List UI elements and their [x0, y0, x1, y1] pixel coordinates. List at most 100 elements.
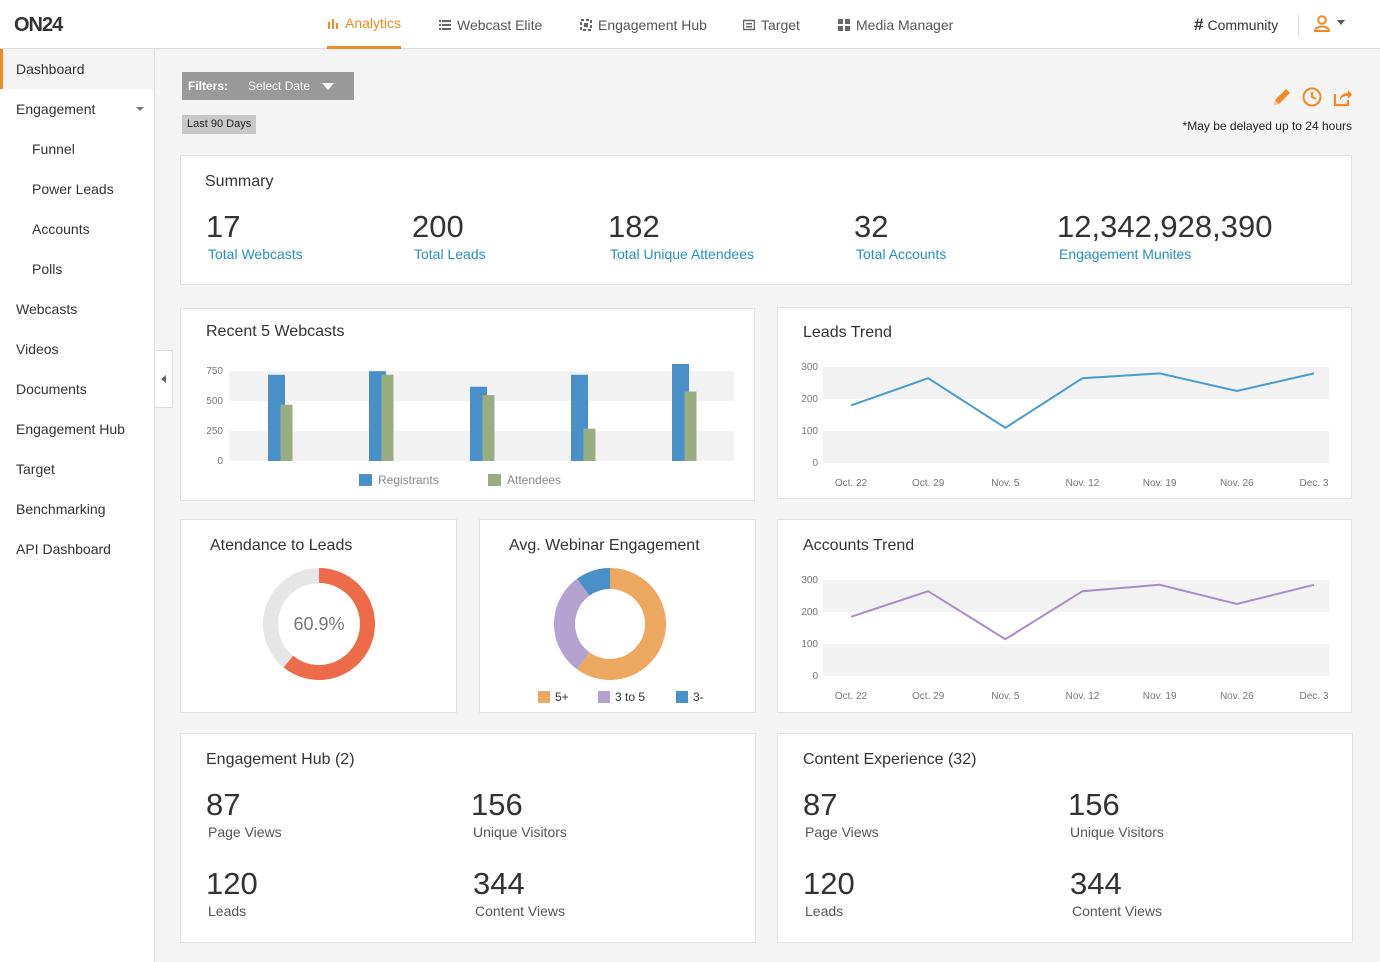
content-experience-title: Content Experience (32)	[803, 751, 977, 768]
engagement-hub-title: Engagement Hub (2)	[206, 751, 355, 768]
x-tick-label: Oct. 29	[912, 691, 945, 702]
sidebar-item-webcasts[interactable]: Webcasts	[16, 301, 78, 317]
y-tick-label: 100	[801, 639, 818, 650]
chevron-down-icon	[136, 107, 144, 111]
sidebar-item-polls[interactable]: Polls	[32, 261, 63, 277]
delay-note: *May be delayed up to 24 hours	[1182, 119, 1352, 133]
nav-tab-target[interactable]: Target	[743, 0, 800, 49]
donut-slice	[554, 578, 590, 670]
grid-band	[823, 644, 1329, 676]
engagement-donut-chart: 5+ 3 to 5 3-	[538, 568, 704, 704]
stat-label-link[interactable]: Total Leads	[414, 246, 486, 262]
active-date-range-chip[interactable]: Last 90 Days	[182, 115, 257, 134]
nav-tab-media-manager[interactable]: Media Manager	[838, 0, 953, 49]
community-link[interactable]: # Community	[1194, 0, 1278, 49]
bar-attendees	[684, 391, 697, 461]
legend-swatch	[488, 474, 501, 486]
x-tick-label: Nov. 12	[1066, 478, 1100, 489]
date-filter-dropdown[interactable]: Filters: Select Date	[182, 72, 354, 100]
stat-label-link[interactable]: Total Accounts	[856, 246, 947, 262]
recent-webcasts-card: Recent 5 Webcasts 0 250 500 750 Registrants A…	[180, 308, 755, 501]
stat-value: 12,342,928,390	[1057, 209, 1273, 244]
edit-icon[interactable]	[1271, 86, 1293, 108]
cx-stat-unique-visitors: 156 Unique Visitors	[1068, 788, 1164, 841]
top-navbar: ON24 Analytics Webcast Elite Engagement …	[0, 0, 1380, 49]
legend-swatch	[538, 691, 550, 703]
avg-webinar-engagement-card: Avg. Webinar Engagement 5+ 3 to 5 3-	[479, 519, 756, 713]
nav-label: Engagement Hub	[598, 16, 707, 33]
nav-tab-webcast-elite[interactable]: Webcast Elite	[439, 0, 542, 49]
sidebar-item-engagement-hub[interactable]: Engagement Hub	[16, 421, 125, 437]
attendance-donut-chart: 60.9%	[263, 568, 375, 680]
chevron-left-icon	[160, 375, 166, 383]
grid-band	[823, 431, 1329, 463]
nav-label: Target	[761, 16, 800, 33]
stat-total-webcasts: 17 Total Webcasts	[206, 210, 303, 263]
stat-value: 32	[854, 209, 889, 244]
accounts-trend-card: Accounts Trend 0 100 200 300 Oct. 22 Oct. 29 N…	[777, 519, 1352, 713]
x-tick-label: Oct. 22	[835, 478, 868, 489]
trend-line	[850, 583, 1315, 641]
stat-value: 182	[608, 209, 660, 244]
y-tick-label: 750	[206, 366, 223, 377]
user-menu[interactable]	[1313, 14, 1345, 32]
sidebar-item-api-dashboard[interactable]: API Dashboard	[16, 541, 111, 557]
cx-stat-content-views: 344 Content Views	[1070, 867, 1163, 920]
legend-label: Registrants	[378, 473, 439, 487]
donut-slice	[577, 568, 610, 596]
stat-value: 120	[803, 866, 855, 901]
x-tick-label: Dec. 3	[1300, 478, 1329, 489]
hub-icon	[580, 18, 592, 31]
stat-label-link[interactable]: Engagement Munites	[1059, 246, 1192, 262]
sidebar-item-documents[interactable]: Documents	[16, 381, 87, 397]
clock-icon[interactable]	[1301, 86, 1323, 108]
stat-label-link[interactable]: Total Webcasts	[208, 246, 303, 262]
leads-trend-card: Leads Trend 0 100 200 300 Oct. 22 Oct. 29 Nov.…	[777, 307, 1352, 499]
legend-label: 5+	[555, 690, 569, 704]
list-icon	[439, 19, 451, 30]
accounts-trend-title: Accounts Trend	[803, 537, 915, 554]
attendance-title: Atendance to Leads	[210, 537, 353, 554]
legend-label: Attendees	[507, 473, 561, 487]
target-icon	[743, 19, 755, 30]
leads-trend-title: Leads Trend	[803, 324, 892, 341]
bar-attendees	[280, 404, 293, 461]
share-icon[interactable]	[1331, 86, 1353, 108]
nav-divider	[1298, 14, 1299, 36]
legend-label: 3 to 5	[615, 690, 645, 704]
sidebar-item-target[interactable]: Target	[16, 461, 55, 477]
y-tick-label: 300	[801, 362, 818, 373]
cx-stat-page-views: 87 Page Views	[803, 788, 879, 841]
on24-logo[interactable]: ON24	[14, 14, 63, 36]
x-tick-label: Nov. 26	[1220, 478, 1254, 489]
stat-label: Content Views	[475, 903, 566, 919]
x-tick-label: Nov. 12	[1066, 691, 1100, 702]
sidebar-item-engagement[interactable]: Engagement	[0, 89, 154, 129]
sidebar-item-power-leads[interactable]: Power Leads	[32, 181, 114, 197]
sidebar-item-videos[interactable]: Videos	[16, 341, 59, 357]
sidebar-item-funnel[interactable]: Funnel	[32, 141, 75, 157]
x-tick-label: Oct. 22	[835, 691, 868, 702]
sidebar-collapse-toggle[interactable]	[155, 350, 173, 408]
legend-swatch	[676, 691, 688, 703]
leads-trend-line-chart: 0 100 200 300 Oct. 22 Oct. 29 Nov. 5 Nov. 12 Nov…	[801, 362, 1329, 489]
stat-total-leads: 200 Total Leads	[412, 209, 486, 263]
bar-attendees	[583, 428, 596, 461]
stat-value: 200	[412, 209, 464, 244]
stat-label-link[interactable]: Total Unique Attendees	[610, 246, 754, 262]
donut-slice	[263, 568, 319, 668]
stat-label: Content Views	[1072, 903, 1163, 919]
sidebar-item-benchmarking[interactable]: Benchmarking	[16, 501, 106, 517]
sidebar-item-accounts[interactable]: Accounts	[32, 221, 90, 237]
bar-chart-icon	[328, 19, 338, 29]
attendance-to-leads-card: Atendance to Leads 60.9%	[180, 519, 457, 713]
nav-tab-engagement-hub[interactable]: Engagement Hub	[580, 0, 707, 49]
sidebar: Dashboard Engagement Funnel Power Leads …	[0, 49, 155, 962]
stat-label: Leads	[805, 903, 844, 919]
engagement-title: Avg. Webinar Engagement	[509, 537, 700, 554]
y-tick-label: 200	[801, 394, 818, 405]
sidebar-item-dashboard[interactable]: Dashboard	[0, 49, 154, 89]
nav-label: Analytics	[345, 15, 402, 31]
stat-engagement-minutes: 12,342,928,390 Engagement Munites	[1057, 209, 1273, 263]
nav-tab-analytics[interactable]: Analytics	[327, 0, 402, 49]
